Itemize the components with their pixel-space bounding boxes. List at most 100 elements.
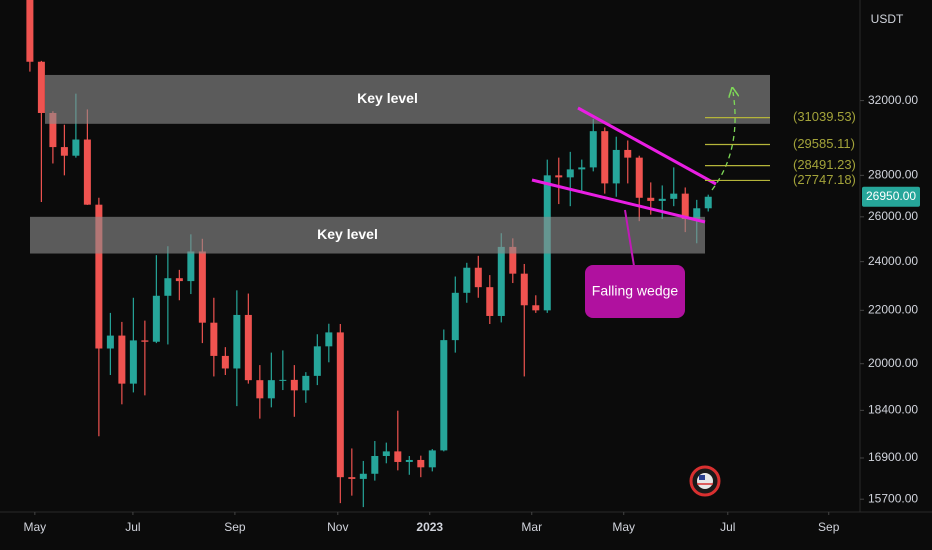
quote-currency: USDT [871,12,904,26]
y-tick-label: 18400.00 [868,403,918,417]
x-tick-label: Sep [818,520,840,534]
last-price-label: 26950.00 [866,189,916,203]
candle-body [440,340,448,451]
candle-body [221,355,229,369]
candle-body [152,295,160,342]
callout-pointer [624,209,635,267]
target-levels: (31039.53) (29585.11) (28491.23)(27747.18) [705,109,856,187]
candle-body [463,267,471,293]
zones: Key level Key level [30,74,770,254]
x-tick-label: May [612,520,635,534]
candle-body [635,157,643,198]
candle-body [187,251,195,282]
candle-body [624,149,632,158]
axes: 32000.00 28000.00 26000.00 24000.00 22000.00… [24,93,920,534]
candle-body [60,147,68,156]
candle-body [589,131,597,168]
candle-body [670,193,678,199]
target-level-label: (27747.18) [793,172,856,187]
candle-body [509,246,517,274]
x-tick-label: Jul [125,520,140,534]
key-level-zone [30,216,705,254]
x-tick-label: Sep [224,520,246,534]
candle-body [612,149,620,184]
y-tick-label: 28000.00 [868,168,918,182]
candle-body [279,379,287,381]
candle-body [95,204,103,349]
y-tick-label: 24000.00 [868,254,918,268]
candle-body [83,139,91,205]
candle-body [704,196,712,209]
target-level-label: (28491.23) [793,157,856,172]
candle-body [578,167,586,170]
candle-body [72,139,80,156]
candle-body [175,278,183,282]
y-tick-label: 32000.00 [868,93,918,107]
candle-body [106,335,114,349]
candle-body [681,193,689,219]
wedge-upper-line [577,106,717,186]
y-tick-label: 26000.00 [868,209,918,223]
wedge-lower-line [531,178,706,224]
candle-body [325,332,333,347]
flag-icon [689,465,721,497]
candle-body [371,455,379,474]
candle-body [164,278,172,296]
candle-body [26,0,34,62]
y-tick-label: 15700.00 [868,491,918,505]
candle-body [497,246,505,316]
candle-body [555,175,563,178]
candle-body [428,450,436,468]
candle-body [267,380,275,399]
candle-body [359,473,367,479]
x-tick-label: Nov [327,520,348,534]
candle-body [532,305,540,311]
candle-body [244,314,252,381]
y-tick-label: 16900.00 [868,450,918,464]
candle-body [520,273,528,306]
y-tick-label: 20000.00 [868,356,918,370]
candle-body [129,340,137,384]
candle-body [302,375,310,391]
target-level-label: (31039.53) [793,109,856,124]
candle-body [233,314,241,369]
candle-body [658,198,666,201]
candle-body [37,61,45,113]
callout-box [585,265,685,318]
candle-body [451,292,459,341]
x-tick-label: May [24,520,47,534]
y-tick-label: 22000.00 [868,303,918,317]
key-level-zone [45,74,770,124]
projection-path [711,92,735,191]
x-tick-label: Jul [720,520,735,534]
x-tick-label: 2023 [416,520,443,534]
candle-body [210,322,218,356]
candle-body [141,340,149,342]
candle-body [474,267,482,288]
candle-body [382,451,390,456]
candle-body [486,287,494,316]
candle-body [49,112,57,148]
candle-body [394,451,402,462]
candle-body [336,332,344,478]
candle-body [313,346,321,376]
callout-text: Falling wedge [592,283,679,299]
candle-body [290,379,298,391]
candle-body [118,335,126,384]
key-level-label: Key level [357,90,418,106]
candle-body [198,251,206,323]
candle-body [417,459,425,468]
key-level-label: Key level [317,226,378,242]
last-price-badge [862,186,920,207]
target-level-label: (29585.11) [793,136,855,151]
candle-body [601,131,609,184]
candle-body [405,459,413,462]
candle-body [256,380,264,399]
candle-body [348,477,356,479]
candle-body [693,208,701,219]
x-tick-label: Mar [521,520,542,534]
candle-body [647,197,655,201]
candle-body [566,169,574,178]
